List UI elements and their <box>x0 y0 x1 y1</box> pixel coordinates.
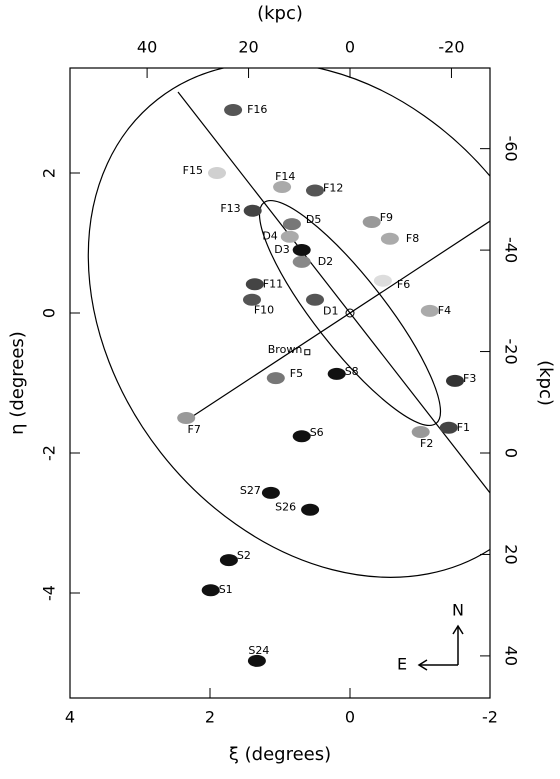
field-label: F12 <box>323 182 343 195</box>
field <box>208 167 226 179</box>
x-axis-label: ξ (degrees) <box>229 744 331 765</box>
x-tick-label: 2 <box>205 708 215 727</box>
field-label: F16 <box>247 103 267 116</box>
field <box>292 244 311 256</box>
top-axis-label: (kpc) <box>257 3 303 24</box>
ellipses <box>87 68 490 578</box>
y-tick-label: -4 <box>40 585 59 601</box>
y2-tick-label: -20 <box>502 338 521 364</box>
field <box>243 293 261 306</box>
field <box>282 218 301 231</box>
field-label: D5 <box>306 213 321 226</box>
field-label: S1 <box>219 583 233 596</box>
m31-center <box>345 308 355 318</box>
field-label: S8 <box>345 365 359 378</box>
y2-tick-label: 40 <box>502 646 521 666</box>
plot-frame <box>69 67 491 699</box>
field <box>224 104 243 116</box>
field-label: F14 <box>275 170 295 183</box>
field-label: F3 <box>463 372 476 385</box>
x-tick-label: -2 <box>482 708 498 727</box>
east-label: E <box>397 655 407 674</box>
north-head <box>452 624 464 635</box>
field <box>247 654 266 667</box>
x-tick-label: 0 <box>345 708 355 727</box>
field-label: D1 <box>323 305 338 318</box>
east-head <box>417 659 428 671</box>
field-label: F1 <box>457 421 470 434</box>
field-label: S26 <box>275 501 296 514</box>
compass <box>417 624 464 671</box>
field <box>292 430 311 443</box>
field <box>301 503 320 516</box>
field-label: D2 <box>318 255 333 268</box>
right-axis-label: (kpc) <box>535 360 556 406</box>
field <box>306 184 324 197</box>
y-axis-label: η (degrees) <box>7 331 28 435</box>
y2-tick-label: 0 <box>502 448 521 458</box>
y2-tick-label: -60 <box>502 136 521 162</box>
field-label: F9 <box>380 211 393 224</box>
field-label: F5 <box>290 367 303 380</box>
y2-tick-label: -40 <box>502 237 521 263</box>
field <box>243 204 262 217</box>
field <box>177 412 196 424</box>
field <box>219 554 238 567</box>
field <box>373 274 392 287</box>
field-label: D3 <box>274 243 289 256</box>
field-label: F6 <box>397 278 410 291</box>
field-label: S27 <box>240 484 261 497</box>
field <box>280 230 299 243</box>
field-label: F13 <box>220 202 240 215</box>
field-label: S24 <box>248 644 269 657</box>
field-label: F8 <box>406 232 419 245</box>
field-label: F7 <box>188 423 201 436</box>
field <box>292 255 311 268</box>
field <box>201 584 220 597</box>
field-label: S6 <box>310 426 324 439</box>
field-label: F15 <box>183 164 203 177</box>
x2-tick-label: 40 <box>137 38 157 57</box>
y-tick-label: 2 <box>40 168 59 178</box>
field <box>273 181 292 193</box>
field <box>245 278 264 291</box>
field-label: F2 <box>420 437 433 450</box>
y-tick-label: 0 <box>40 308 59 318</box>
outer-ellipse <box>87 68 490 578</box>
brown-field <box>304 349 311 356</box>
field <box>446 374 464 387</box>
field <box>411 426 430 438</box>
field-label: F11 <box>263 277 283 290</box>
x2-tick-label: 20 <box>238 38 258 57</box>
x-tick-label: 4 <box>65 708 75 727</box>
brown-label: Brown <box>268 343 303 356</box>
field-label: F10 <box>254 304 274 317</box>
field-label: F4 <box>438 304 451 317</box>
x2-tick-label: 0 <box>345 38 355 57</box>
field <box>327 367 346 380</box>
field <box>439 421 458 434</box>
field-label: D4 <box>262 230 277 243</box>
x2-tick-label: -20 <box>438 38 464 57</box>
y2-tick-label: 20 <box>502 544 521 564</box>
field <box>266 372 285 385</box>
field <box>420 304 439 317</box>
field <box>261 486 280 499</box>
y-tick-label: -2 <box>40 445 59 461</box>
field <box>380 232 399 245</box>
field-label: S2 <box>237 549 251 562</box>
north-label: N <box>452 601 464 620</box>
field <box>362 216 381 228</box>
minor-axis <box>189 220 490 419</box>
field <box>306 293 324 306</box>
